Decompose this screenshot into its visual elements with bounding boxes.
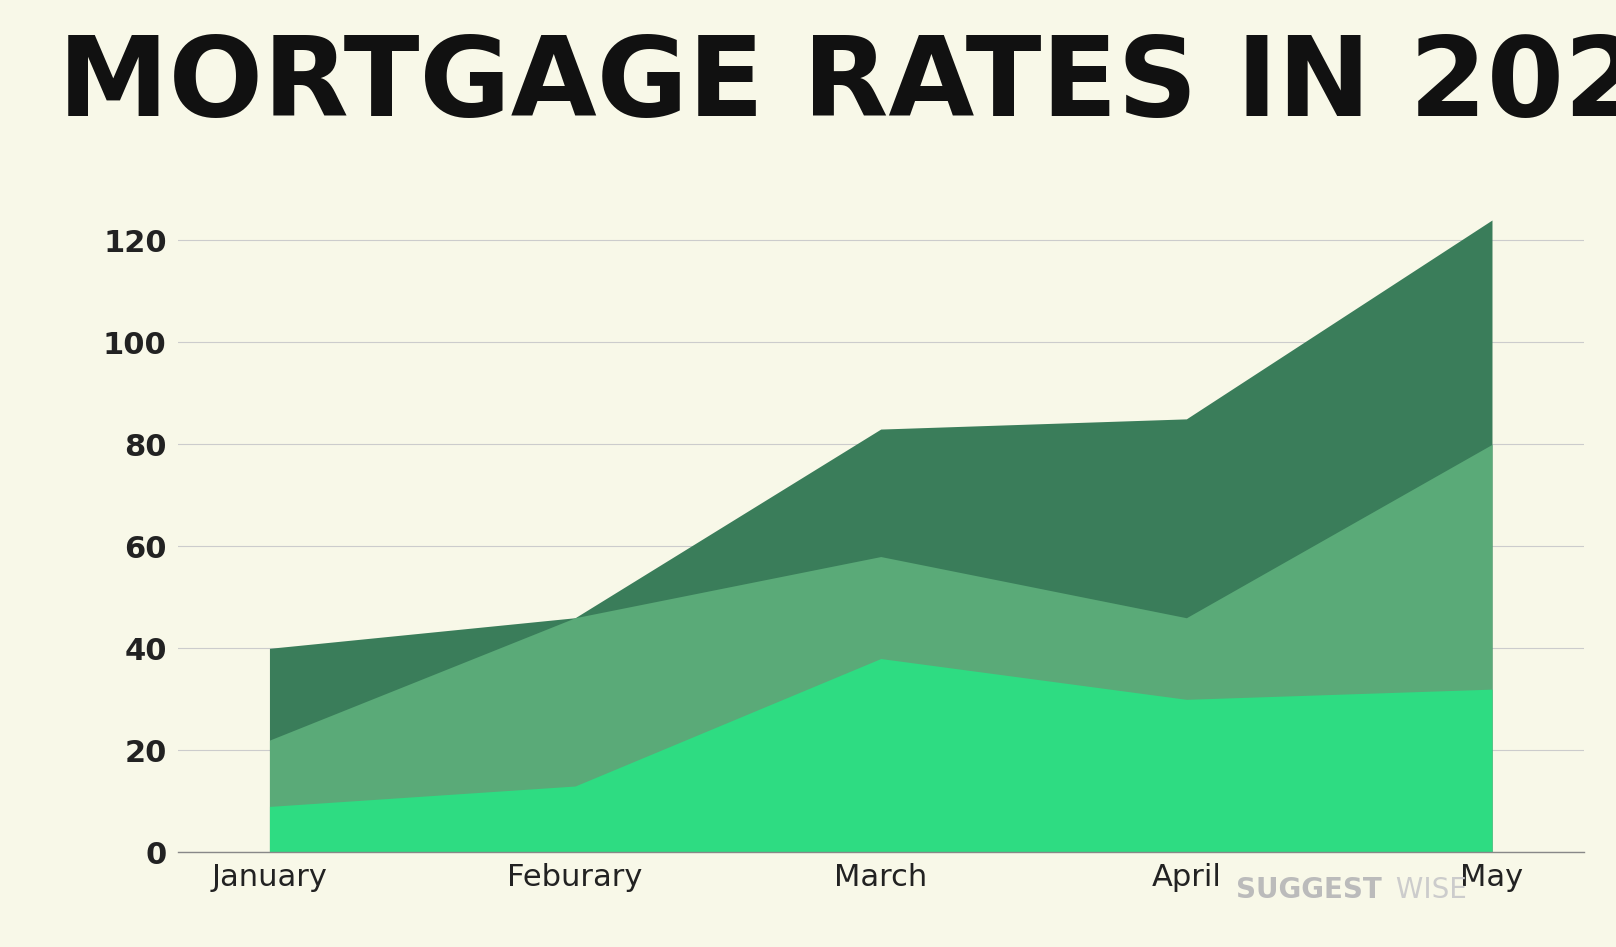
Text: WISE: WISE [1387,876,1466,904]
Text: SUGGEST: SUGGEST [1236,876,1382,904]
Text: MORTGAGE RATES IN 2024: MORTGAGE RATES IN 2024 [58,32,1616,138]
